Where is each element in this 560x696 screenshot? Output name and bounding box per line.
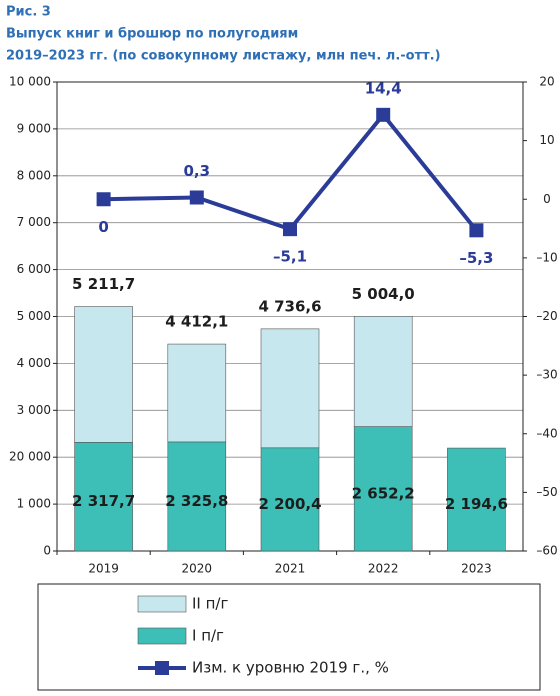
- bar-segment: [353, 426, 413, 552]
- line: [103, 111, 478, 232]
- legend-swatch: [137, 627, 187, 645]
- total-label: 5 211,7: [72, 275, 135, 293]
- chart-subtitle: 2019–2023 гг. (по совокупному листажу, м…: [6, 49, 441, 64]
- total-label: 4 412,1: [165, 313, 228, 331]
- bar-segment: [74, 441, 133, 552]
- x-tick-label: 2022: [368, 562, 399, 576]
- marker: [376, 107, 391, 122]
- data-label: 0: [98, 218, 108, 236]
- y-tick-label: 10 000: [9, 75, 51, 89]
- total-label: 4 736,6: [258, 297, 321, 315]
- data-label: 14,4: [365, 79, 402, 97]
- data-label: 0,3: [184, 162, 211, 180]
- y-tick-label: 1 000: [17, 497, 51, 511]
- marker: [96, 192, 111, 207]
- y2-tick-label: 0: [543, 192, 551, 206]
- bar-segment: [260, 447, 320, 552]
- data-label: –5,1: [273, 248, 307, 266]
- y-tick-label: 4 000: [17, 356, 51, 370]
- total-label: 5 004,0: [352, 285, 415, 303]
- y2-tick-label: –50: [536, 485, 557, 499]
- data-label: 2 317,7: [72, 492, 135, 510]
- y-tick-label: 8 000: [17, 168, 51, 182]
- y-tick-label: 7 000: [17, 215, 51, 229]
- x-tick-label: 2019: [88, 562, 119, 576]
- y2-tick-label: 10: [539, 133, 554, 147]
- y2-tick-label: –60: [536, 544, 557, 558]
- legend-swatch: [137, 595, 187, 613]
- marker: [469, 223, 484, 238]
- y2-tick-label: –30: [536, 368, 557, 382]
- legend-box: [37, 583, 541, 691]
- y-tick-label: 5 000: [17, 309, 51, 323]
- marker: [283, 222, 297, 237]
- y-tick-label: 6 000: [17, 262, 51, 276]
- y-tick-label: 0: [43, 544, 51, 558]
- x-tick-label: 2023: [461, 562, 492, 576]
- y2-tick-label: –40: [536, 426, 557, 440]
- y2-tick-label: 20: [539, 75, 554, 89]
- y-tick-label: 20 000: [9, 450, 51, 464]
- bar-segment: [74, 306, 133, 443]
- legend-label: I п/г: [192, 627, 224, 645]
- bar-segment: [447, 447, 506, 552]
- legend-label: Изм. к уровню 2019 г., %: [192, 659, 389, 677]
- bar-segment: [260, 328, 320, 449]
- chart-subtitle: Выпуск книг и брошюр по полугодиям: [6, 27, 298, 42]
- bar-segment: [167, 343, 227, 443]
- legend-swatch: [155, 661, 169, 675]
- chart-title: Рис. 3: [6, 5, 51, 20]
- x-tick-label: 2021: [275, 562, 306, 576]
- y-tick-label: 3 000: [17, 403, 51, 417]
- y2-tick-label: –10: [536, 250, 557, 264]
- data-label: –5,3: [459, 249, 493, 267]
- data-label: 2 200,4: [258, 495, 321, 513]
- data-label: 2 194,6: [445, 495, 508, 513]
- data-label: 2 652,2: [352, 484, 415, 502]
- y-tick-label: 9 000: [17, 121, 51, 135]
- x-tick-label: 2020: [182, 562, 213, 576]
- marker: [189, 190, 204, 205]
- bar-segment: [353, 316, 413, 427]
- data-label: 2 325,8: [165, 492, 228, 510]
- bar-segment: [167, 441, 227, 552]
- y2-tick-label: –20: [536, 309, 557, 323]
- legend-label: II п/г: [192, 595, 228, 613]
